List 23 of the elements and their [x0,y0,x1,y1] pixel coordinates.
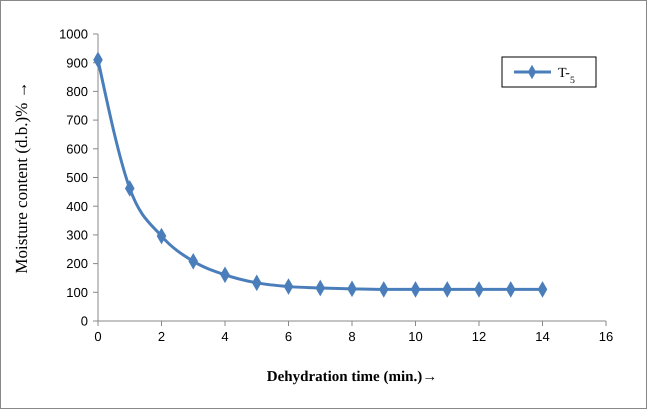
legend-label: T-$_{5}$ [558,66,575,86]
y-tick-label: 900 [66,55,88,70]
y-tick-label: 700 [66,112,88,128]
y-tick-label: 100 [66,284,88,300]
y-tick-label: 0 [80,314,88,329]
y-tick-label: 200 [66,256,88,272]
y-tick-label: 800 [66,84,88,99]
x-tick-label: 12 [472,329,486,344]
y-tick-label: 400 [66,198,88,214]
y-tick-label: 1000 [59,26,88,42]
y-axis-title: Moisture content (d.b.)% → [12,81,31,274]
x-tick-label: 16 [598,329,614,344]
x-tick-label: 10 [408,329,423,344]
x-tick-label: 2 [158,329,166,344]
x-tick-label: 0 [94,329,102,344]
x-tick-label: 4 [221,329,229,344]
x-axis-title: Dehydration time (min.)→ [266,369,438,385]
x-tick-label: 6 [284,329,292,344]
x-tick-label: 8 [348,329,356,344]
y-tick-label: 500 [66,170,88,186]
y-tick-label: 600 [66,141,88,156]
y-tick-label: 300 [66,227,88,242]
x-tick-label: 14 [535,329,550,344]
